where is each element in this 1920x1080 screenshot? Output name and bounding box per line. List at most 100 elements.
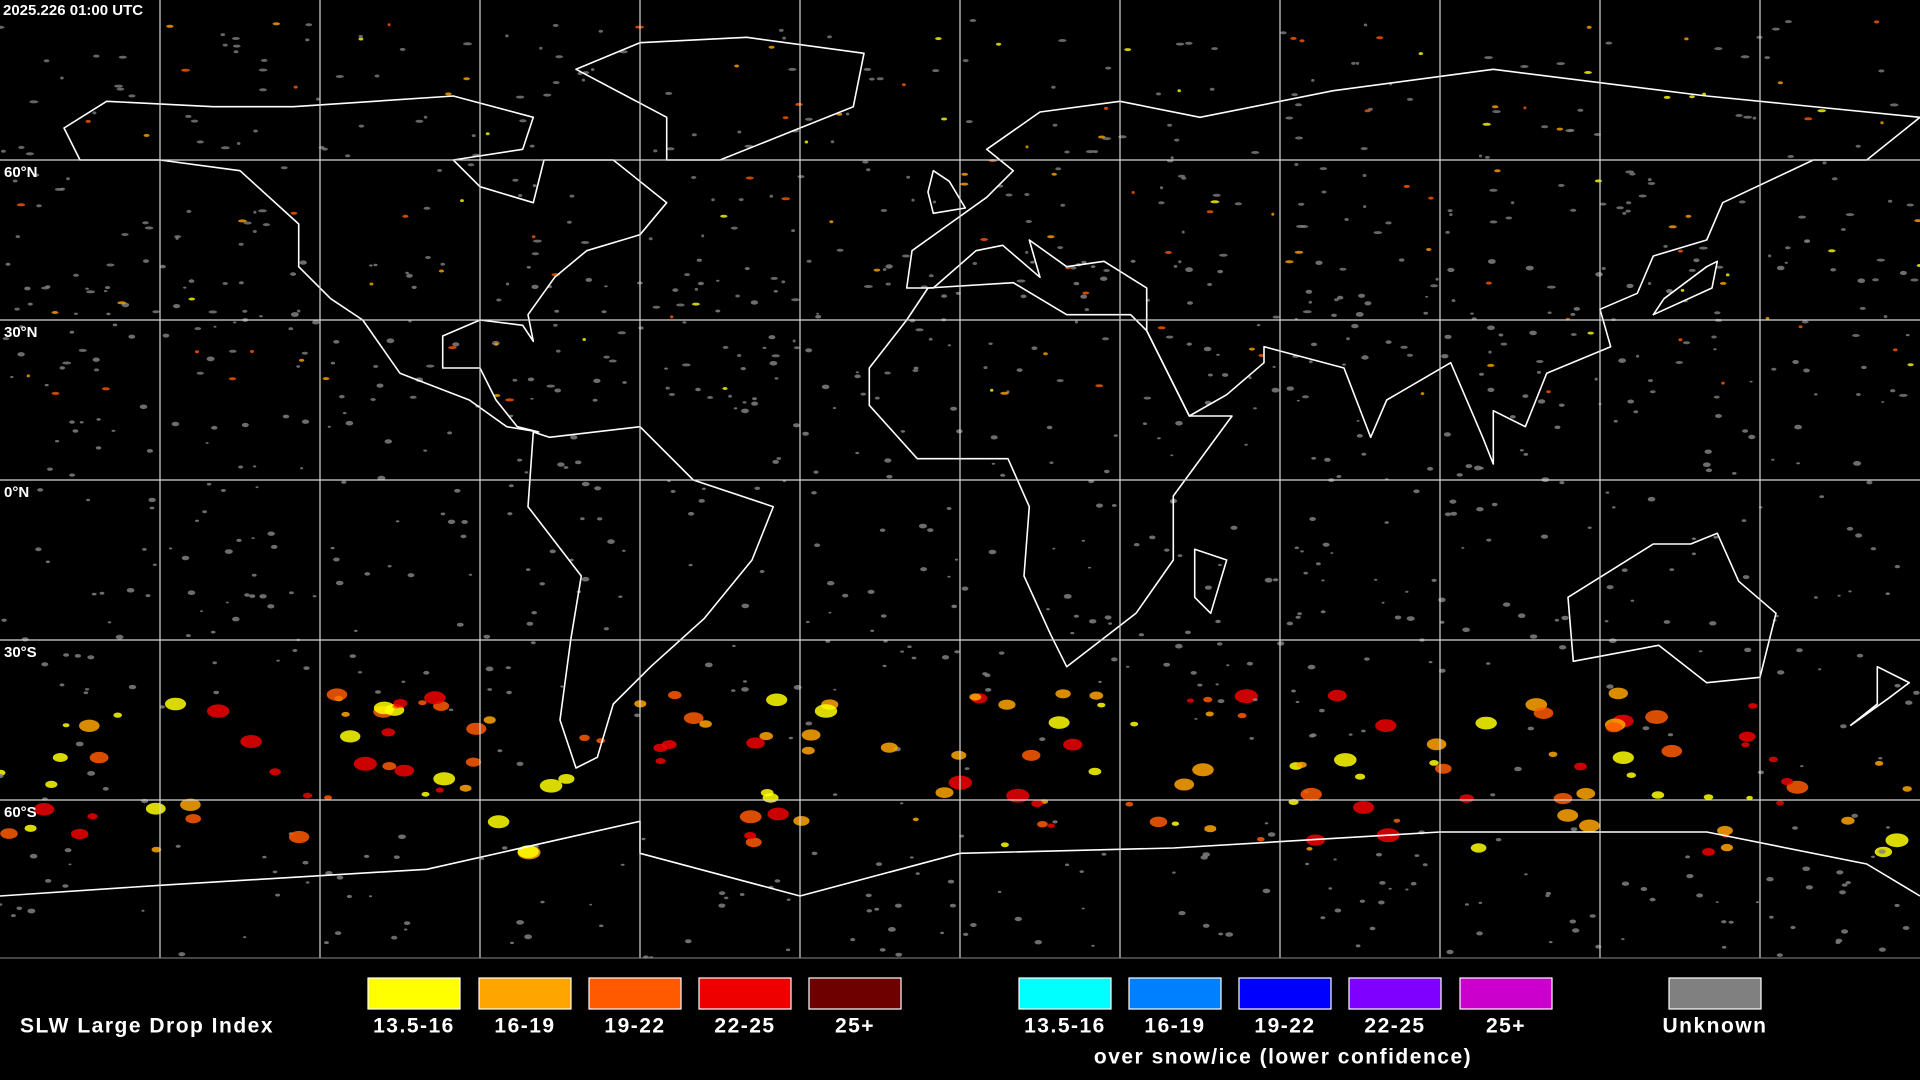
cloud-pixel xyxy=(448,346,457,350)
cloud-pixel xyxy=(832,793,838,796)
cloud-pixel xyxy=(1792,826,1798,830)
cloud-pixel xyxy=(531,284,539,289)
cloud-pixel xyxy=(1721,381,1725,385)
cloud-pixel xyxy=(75,741,84,747)
cloud-pixel xyxy=(174,235,182,239)
cloud-pixel xyxy=(1547,285,1556,289)
cloud-pixel xyxy=(1435,763,1452,774)
cloud-pixel xyxy=(220,146,230,150)
cloud-pixel xyxy=(405,271,409,274)
legend-label: 22-25 xyxy=(1364,1015,1425,1038)
cloud-pixel xyxy=(1124,48,1132,52)
cloud-pixel xyxy=(1574,762,1587,771)
cloud-pixel xyxy=(288,327,294,331)
cloud-pixel xyxy=(1047,235,1055,239)
cloud-pixel xyxy=(1234,202,1242,206)
cloud-pixel xyxy=(333,557,340,562)
cloud-pixel xyxy=(202,510,208,514)
cloud-pixel xyxy=(358,34,363,38)
cloud-pixel xyxy=(1470,312,1474,315)
cloud-pixel xyxy=(1649,897,1656,902)
cloud-pixel xyxy=(398,834,406,840)
cloud-pixel xyxy=(1629,172,1636,176)
cloud-pixel xyxy=(421,791,430,797)
cloud-pixel xyxy=(774,377,779,380)
cloud-pixel xyxy=(1856,393,1861,396)
cloud-pixel xyxy=(781,197,791,201)
cloud-pixel xyxy=(1303,571,1308,575)
cloud-pixel xyxy=(0,828,18,839)
cloud-pixel xyxy=(1651,791,1665,799)
cloud-pixel xyxy=(1070,266,1077,270)
cloud-pixel xyxy=(485,132,490,136)
cloud-pixel xyxy=(1244,443,1248,446)
cloud-pixel xyxy=(188,297,196,301)
cloud-pixel xyxy=(468,573,473,576)
cloud-pixel xyxy=(1362,174,1367,177)
cloud-pixel xyxy=(1218,563,1222,567)
lat-label: 60°S xyxy=(4,804,37,821)
cloud-pixel xyxy=(524,934,532,940)
cloud-pixel xyxy=(553,323,558,327)
cloud-pixel xyxy=(1584,71,1592,74)
cloud-pixel xyxy=(1016,279,1026,283)
cloud-pixel xyxy=(1678,338,1683,342)
cloud-pixel xyxy=(1688,268,1696,272)
cloud-pixel xyxy=(1625,209,1631,213)
cloud-pixel xyxy=(260,58,268,62)
cloud-pixel xyxy=(437,169,442,172)
cloud-pixel xyxy=(1299,39,1305,43)
cloud-pixel xyxy=(228,377,237,381)
cloud-pixel xyxy=(1705,468,1713,473)
cloud-pixel xyxy=(1757,770,1764,775)
cloud-pixel xyxy=(1894,683,1901,688)
timestamp: 2025.226 01:00 UTC xyxy=(3,2,143,19)
cloud-pixel xyxy=(68,863,72,866)
cloud-pixel xyxy=(501,846,508,850)
cloud-pixel xyxy=(1715,265,1724,269)
cloud-pixel xyxy=(300,467,304,470)
cloud-pixel xyxy=(494,342,498,346)
cloud-pixel xyxy=(1663,244,1668,248)
cloud-pixel xyxy=(998,699,1016,710)
cloud-pixel xyxy=(1294,250,1304,254)
cloud-pixel xyxy=(1735,114,1743,117)
cloud-pixel xyxy=(1084,308,1090,312)
cloud-pixel xyxy=(530,641,536,645)
cloud-pixel xyxy=(166,24,174,28)
cloud-pixel xyxy=(947,344,951,347)
cloud-pixel xyxy=(569,194,575,198)
cloud-pixel xyxy=(597,517,603,521)
cloud-pixel xyxy=(381,728,396,737)
cloud-pixel xyxy=(440,512,446,516)
cloud-pixel xyxy=(900,650,904,653)
cloud-pixel xyxy=(768,45,775,49)
cloud-pixel xyxy=(175,236,179,240)
cloud-pixel xyxy=(543,93,552,97)
cloud-pixel xyxy=(620,863,625,866)
cloud-pixel xyxy=(393,699,408,708)
cloud-pixel xyxy=(1841,816,1855,825)
cloud-pixel xyxy=(781,280,786,284)
cloud-pixel xyxy=(555,55,563,59)
cloud-pixel xyxy=(185,114,192,118)
cloud-pixel xyxy=(259,88,267,92)
cloud-pixel xyxy=(1490,793,1496,797)
cloud-pixel xyxy=(811,491,817,495)
cloud-pixel xyxy=(685,939,692,944)
cloud-pixel xyxy=(1522,394,1529,398)
cloud-pixel xyxy=(496,298,502,302)
cloud-pixel xyxy=(1459,794,1474,803)
cloud-pixel xyxy=(222,282,228,285)
cloud-pixel xyxy=(483,634,491,639)
cloud-pixel xyxy=(1104,615,1112,620)
cloud-pixel xyxy=(194,327,202,331)
cloud-pixel xyxy=(962,59,969,63)
cloud-pixel xyxy=(804,140,809,144)
legend-swatch xyxy=(588,977,682,1010)
cloud-pixel xyxy=(99,591,105,595)
cloud-pixel xyxy=(1618,358,1626,363)
cloud-pixel xyxy=(1101,852,1107,856)
cloud-pixel xyxy=(85,287,89,290)
cloud-pixel xyxy=(1498,333,1504,337)
